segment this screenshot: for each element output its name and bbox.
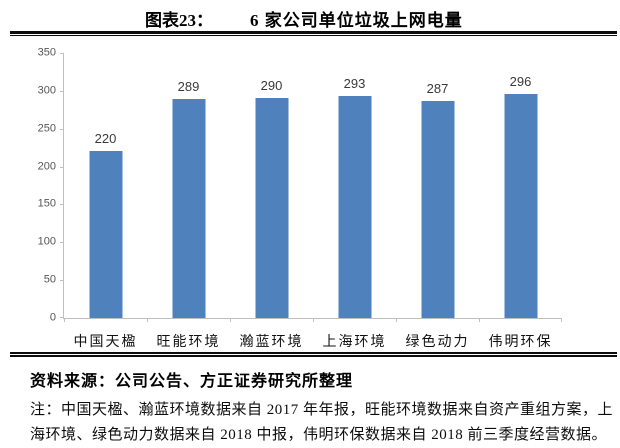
y-axis-tick-label: 150: [37, 197, 56, 210]
y-axis-tick-label: 0: [49, 311, 56, 324]
bar-column: 289 旺能环境: [147, 53, 230, 350]
x-axis-tick-mark: [313, 318, 314, 322]
x-axis-label: 绿色动力: [405, 335, 470, 350]
bar: [255, 98, 288, 318]
bar: [504, 93, 537, 318]
x-axis-label: 伟明环保: [488, 335, 553, 350]
figure-title: 6 家公司单位垃圾上网电量: [250, 11, 463, 30]
y-axis-tick-label: 200: [37, 160, 56, 173]
x-axis-tick-mark: [64, 318, 65, 322]
y-axis-tick-mark: [60, 166, 64, 168]
y-axis-tick-mark: [60, 242, 64, 244]
bar: [89, 151, 122, 318]
y-axis-tick-label: 350: [37, 46, 56, 59]
bar-value-label: 289: [177, 79, 200, 95]
bar-column: 296 伟明环保: [479, 53, 562, 350]
x-axis-label: 旺能环境: [156, 335, 221, 350]
header-divider: [10, 31, 617, 36]
bar: [421, 100, 454, 318]
bar-value-label: 296: [509, 73, 532, 89]
data-source-line: 资料来源：公司公告、方正证券研究所整理: [30, 373, 354, 390]
x-axis-label: 上海环境: [322, 335, 387, 350]
x-axis-label: 瀚蓝环境: [239, 335, 304, 350]
y-axis-tick-label: 250: [37, 122, 56, 135]
bar-column: 220 中国天楹: [64, 53, 147, 350]
bar-chart-plot-area: 0 50 100 150 200 250 300 350 220 中国天楹 289 旺能环境 290 瀚蓝…: [38, 47, 562, 350]
bar-value-label: 290: [260, 78, 283, 94]
x-axis-tick-mark: [396, 318, 397, 322]
figure-number-label: 图表23：: [145, 11, 213, 30]
y-axis-tick-mark: [60, 90, 64, 92]
y-axis-tick-mark: [60, 128, 64, 130]
bar-column: 290 瀚蓝环境: [230, 53, 313, 350]
footnote-line-2: 海环境、绿色动力数据来自 2018 中报，伟明环保数据来自 2018 前三季度经…: [30, 427, 608, 443]
bar: [338, 96, 371, 318]
y-axis-tick-label: 50: [43, 273, 56, 286]
x-axis-tick-mark: [147, 318, 148, 322]
bar-column: 293 上海环境: [313, 53, 396, 350]
y-axis-tick-mark: [60, 204, 64, 206]
x-axis-tick-mark: [561, 318, 562, 322]
x-axis-tick-mark: [230, 318, 231, 322]
y-axis-tick-mark: [60, 53, 64, 54]
bar-column: 287 绿色动力: [396, 53, 479, 350]
footnote-line-1: 注：中国天楹、瀚蓝环境数据来自 2017 年年报，旺能环境数据来自资产重组方案，…: [30, 402, 614, 418]
y-axis-tick-mark: [60, 280, 64, 282]
bar-value-label: 287: [426, 80, 449, 96]
y-axis-tick-label: 300: [37, 84, 56, 97]
y-axis-tick-mark: [60, 317, 64, 318]
footer-divider: [10, 352, 617, 357]
bar-value-label: 220: [94, 131, 117, 147]
y-axis-tick-label: 100: [37, 235, 56, 248]
bar-value-label: 293: [343, 76, 366, 92]
x-axis-tick-mark: [479, 318, 480, 322]
bar: [172, 99, 205, 318]
x-axis-label: 中国天楹: [73, 335, 138, 350]
